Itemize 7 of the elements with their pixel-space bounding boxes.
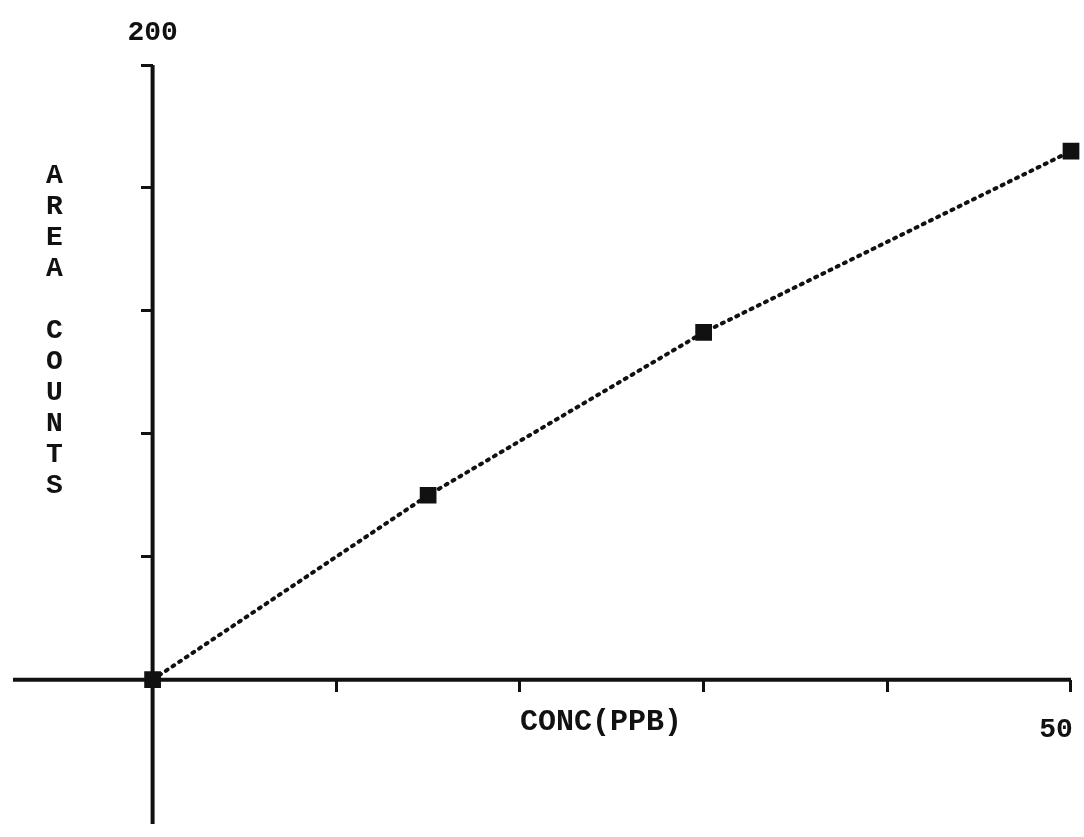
- text: 50: [1039, 713, 1073, 745]
- y-axis-title: AREA COUNTS: [39, 160, 70, 501]
- text: 200: [127, 17, 178, 49]
- x-axis-title: CONC(PPB): [520, 705, 683, 739]
- point: [695, 324, 712, 341]
- point: [419, 486, 437, 504]
- point: [1062, 142, 1080, 160]
